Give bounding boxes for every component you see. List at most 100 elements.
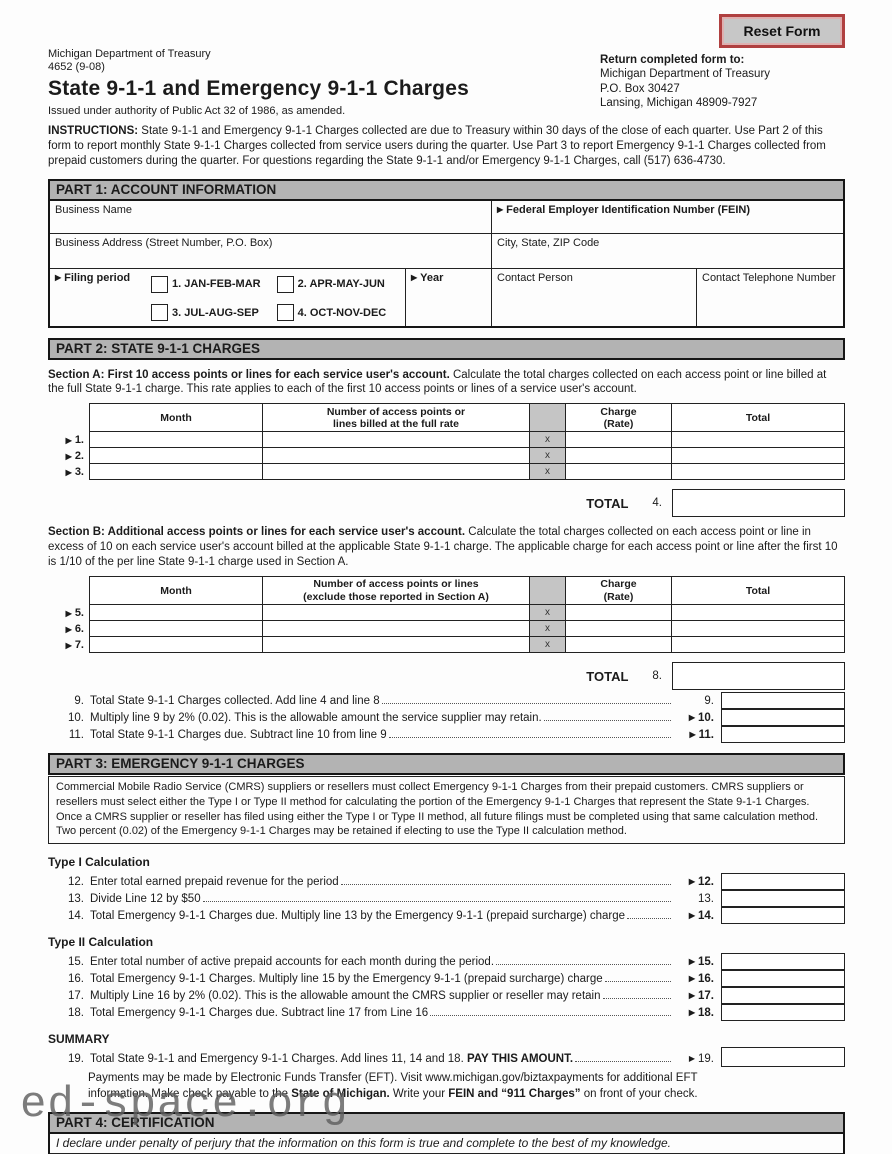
multiply-sign: x	[530, 464, 566, 481]
month-input-row1[interactable]	[89, 432, 263, 449]
return-address-line: Michigan Department of Treasury	[600, 68, 771, 81]
line-11-input[interactable]	[721, 726, 845, 744]
authority-line: Issued under authority of Public Act 32 …	[48, 105, 346, 118]
charge-input-row7[interactable]	[566, 637, 672, 654]
line-text: Multiply Line 16 by 2% (0.02). This is t…	[90, 990, 601, 1003]
dotted-leader	[430, 1015, 671, 1017]
line-14: 14. Total Emergency 9-1-1 Charges due. M…	[48, 907, 845, 925]
line-13-input[interactable]	[721, 890, 845, 908]
total-label: TOTAL	[586, 668, 629, 684]
charge-input-row6[interactable]	[566, 621, 672, 638]
col-header-month: Month	[89, 403, 263, 433]
dotted-leader	[381, 703, 671, 705]
number-input-row6[interactable]	[263, 621, 530, 638]
total-input-row6[interactable]	[672, 621, 845, 638]
instructions-text: State 9-1-1 and Emergency 9-1-1 Charges …	[48, 125, 826, 167]
line-right-label: ▶ 18.	[688, 1007, 714, 1020]
part1-header-bar: PART 1: ACCOUNT INFORMATION	[48, 178, 845, 201]
line-15-input[interactable]	[721, 953, 845, 971]
number-input-row2[interactable]	[263, 448, 530, 465]
line-18-input[interactable]	[721, 1004, 845, 1022]
form-title: State 9-1-1 and Emergency 9-1-1 Charges	[48, 77, 469, 101]
dotted-leader	[543, 720, 671, 722]
year-field[interactable]: ▶ Year	[406, 268, 492, 326]
line-8-input[interactable]	[672, 662, 845, 691]
month-input-row2[interactable]	[89, 448, 263, 465]
dotted-leader	[340, 884, 671, 886]
col-header-multiplier	[530, 576, 566, 606]
month-input-row6[interactable]	[89, 621, 263, 638]
total-input-row3[interactable]	[672, 464, 845, 481]
line-11: 11. Total State 9-1-1 Charges due. Subtr…	[48, 726, 845, 744]
col-header-charge: Charge (Rate)	[566, 576, 672, 606]
arrow-icon: ▶	[688, 911, 695, 921]
business-name-field[interactable]: Business Name	[50, 200, 492, 234]
pay-this-amount-label: PAY THIS AMOUNT.	[466, 1053, 574, 1066]
month-input-row7[interactable]	[89, 637, 263, 654]
arrow-icon: ▶	[688, 991, 695, 1001]
filing-checkbox-1[interactable]	[151, 275, 168, 293]
month-input-row3[interactable]	[89, 464, 263, 481]
line-text: Total State 9-1-1 and Emergency 9-1-1 Ch…	[90, 1053, 574, 1066]
line-9-input[interactable]	[721, 692, 845, 710]
line-17-input[interactable]	[721, 987, 845, 1005]
number-input-row7[interactable]	[263, 637, 530, 654]
payments-note: Payments may be made by Electronic Funds…	[88, 1072, 698, 1100]
filing-checkbox-3[interactable]	[151, 304, 168, 322]
section-b-intro: Section B: Additional access points or l…	[48, 525, 845, 570]
form-number: 4652 (9-08)	[48, 61, 105, 74]
filing-checkbox-2[interactable]	[276, 275, 294, 293]
line-number: 18.	[68, 1007, 84, 1020]
fein-field[interactable]: ▶ Federal Employer Identification Number …	[492, 201, 843, 234]
filing-period-label: Filing period	[64, 271, 131, 284]
dotted-leader	[627, 918, 671, 920]
line-14-input[interactable]	[721, 907, 845, 925]
number-input-row3[interactable]	[263, 464, 530, 481]
line-text: Divide Line 12 by $50	[90, 893, 201, 906]
dotted-leader	[496, 964, 671, 966]
number-input-row5[interactable]	[263, 605, 530, 622]
part4-header-bar: PART 4: CERTIFICATION	[48, 1112, 845, 1135]
line-right-label: ▶ 17.	[688, 990, 714, 1003]
contact-phone-field[interactable]: Contact Telephone Number	[697, 269, 843, 326]
col-header-number: Number of access points or lines billed a…	[263, 403, 530, 433]
line-right-label: 13.	[698, 893, 714, 906]
charge-input-row3[interactable]	[566, 464, 672, 481]
col-header-total: Total	[672, 576, 845, 606]
col-header-month: Month	[89, 576, 263, 606]
section-a-text: Calculate the total charges collected on…	[48, 368, 827, 396]
total-input-row7[interactable]	[672, 637, 845, 654]
line-right-label: 9.	[704, 695, 714, 708]
form-header: Michigan Department of Treasury 4652 (9-…	[48, 0, 845, 117]
total-input-row1[interactable]	[672, 432, 845, 449]
row-label-2: ▶ 2.	[65, 450, 84, 463]
line-10-input[interactable]	[721, 709, 845, 727]
line-number: 14.	[68, 910, 84, 923]
charge-input-row2[interactable]	[566, 448, 672, 465]
month-input-row5[interactable]	[89, 605, 263, 622]
filing-period-cell: ▶ Filing period 1. JAN-FEB-MAR 2. APR-MAY…	[50, 268, 406, 326]
filing-checkbox-4[interactable]	[276, 304, 294, 322]
line-19-input[interactable]	[721, 1047, 845, 1068]
line-16-input[interactable]	[721, 970, 845, 988]
city-state-zip-field[interactable]: City, State, ZIP Code	[492, 234, 843, 269]
multiply-sign: x	[530, 432, 566, 449]
business-address-field[interactable]: Business Address (Street Number, P.O. Bo…	[50, 233, 492, 269]
part4-table: I declare under penalty of perjury that …	[48, 1134, 845, 1154]
total-input-row2[interactable]	[672, 448, 845, 465]
row-label-7: ▶ 7.	[65, 639, 84, 652]
line-number: 13.	[68, 893, 84, 906]
charge-input-row5[interactable]	[566, 605, 672, 622]
arrow-icon: ▶	[688, 713, 695, 723]
contact-person-field[interactable]: Contact Person	[492, 268, 697, 326]
dotted-leader	[202, 901, 671, 903]
dotted-leader	[604, 981, 671, 983]
arrow-icon: ▶	[688, 877, 695, 887]
charge-input-row1[interactable]	[566, 432, 672, 449]
number-input-row1[interactable]	[263, 432, 530, 449]
line-4-input[interactable]	[672, 489, 845, 518]
part1-table: Business Name ▶ Federal Employer Identifi…	[48, 200, 845, 328]
total-input-row5[interactable]	[672, 605, 845, 622]
reset-form-button[interactable]: Reset Form	[719, 14, 845, 48]
line-12-input[interactable]	[721, 873, 845, 891]
